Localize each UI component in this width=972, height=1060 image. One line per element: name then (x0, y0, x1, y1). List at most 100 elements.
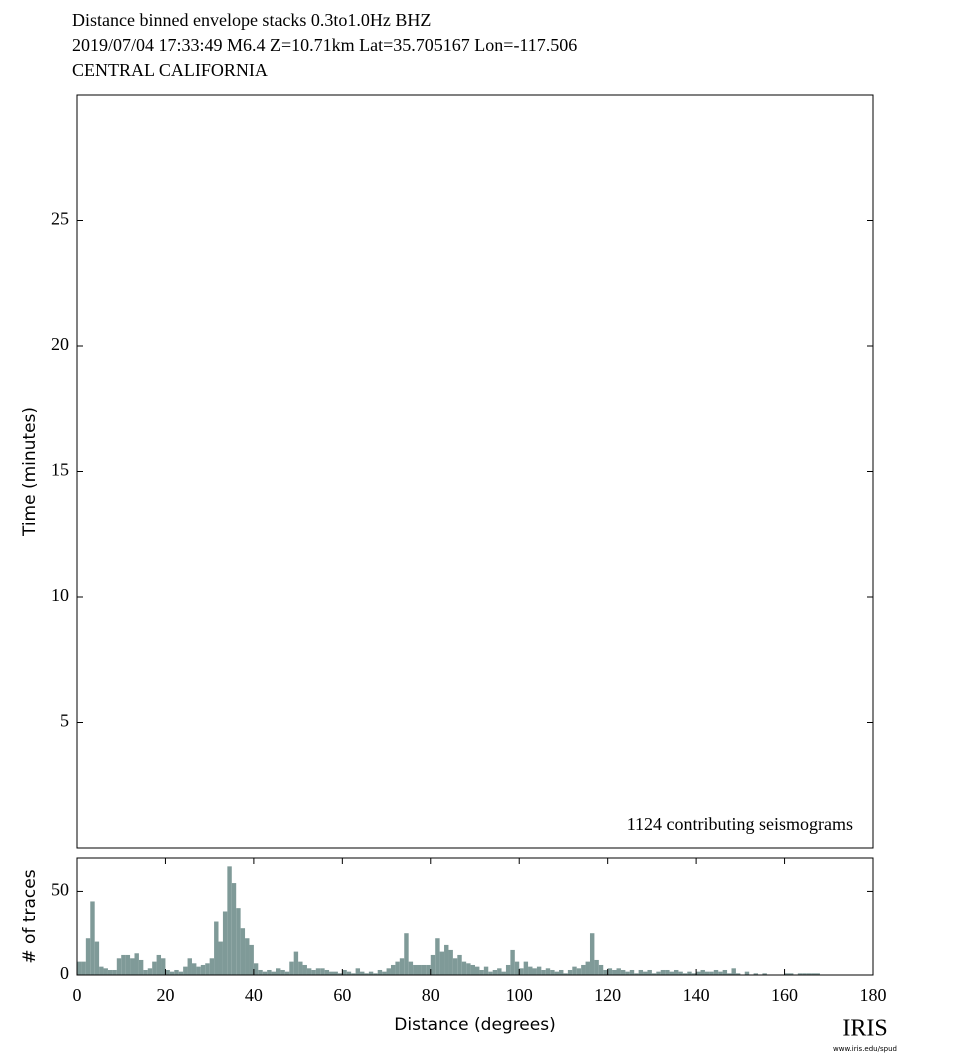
bar (138, 959, 144, 975)
bar (545, 968, 551, 975)
bar (169, 971, 175, 975)
x-tick-label: 0 (73, 985, 82, 1005)
bar (709, 971, 714, 975)
y-tick-label: 10 (51, 585, 69, 605)
bar (280, 969, 285, 975)
bar (329, 971, 334, 975)
bar (289, 961, 294, 975)
bar (435, 938, 440, 975)
bar (364, 973, 369, 975)
y-tick-label: 0 (60, 963, 69, 983)
bar (417, 964, 422, 975)
bar (368, 971, 374, 975)
bar (191, 963, 197, 975)
x-tick-label: 100 (506, 985, 533, 1005)
bar (390, 964, 396, 975)
bar (439, 951, 445, 975)
bar (567, 969, 573, 975)
bar (811, 973, 816, 975)
bar (731, 968, 736, 975)
bar (682, 973, 688, 975)
bar (572, 966, 577, 975)
bar (603, 969, 608, 975)
bar (386, 968, 391, 975)
bar (147, 968, 153, 975)
logo-url: www.iris.edu/spud (833, 1045, 897, 1053)
bar (753, 973, 759, 975)
bar (532, 968, 537, 975)
bar (342, 969, 347, 975)
bar (298, 961, 303, 975)
bar (121, 954, 126, 975)
bar (404, 933, 409, 975)
bar (744, 971, 750, 975)
bar (492, 969, 498, 975)
bar (200, 964, 206, 975)
bar (262, 971, 268, 975)
x-tick-label: 120 (594, 985, 621, 1005)
x-tick-label: 180 (860, 985, 887, 1005)
bar (421, 964, 427, 975)
bar (413, 964, 418, 975)
bar (399, 958, 405, 975)
bar (802, 973, 807, 975)
bar (461, 961, 467, 975)
bar (625, 971, 630, 975)
bar (815, 973, 820, 975)
bar (373, 973, 378, 975)
bar (271, 971, 276, 975)
bar (806, 973, 812, 975)
bar (444, 944, 449, 975)
bar (598, 964, 604, 975)
bar (293, 951, 299, 975)
bar (656, 971, 661, 975)
y-axis-label: # of traces (20, 869, 40, 963)
chart-title: Distance binned envelope stacks 0.3to1.0… (72, 10, 431, 30)
bar (284, 971, 290, 975)
bar (231, 883, 237, 975)
bar (669, 971, 674, 975)
y-tick-label: 20 (51, 334, 69, 354)
bar (505, 964, 511, 975)
bar (466, 963, 471, 975)
bar (479, 969, 484, 975)
bar (585, 961, 590, 975)
bar (643, 971, 648, 975)
bar (727, 973, 732, 975)
bar (130, 958, 135, 975)
bar (187, 958, 192, 975)
logo-text: IRIS (842, 1016, 887, 1042)
bar (607, 968, 613, 975)
bar (713, 969, 719, 975)
chart-subtitle: CENTRAL CALIFORNIA (72, 60, 268, 80)
bar (214, 921, 219, 975)
bar (99, 966, 104, 975)
bar (483, 966, 489, 975)
bar (470, 964, 475, 975)
bar (267, 969, 272, 975)
bar (762, 973, 767, 975)
bar (351, 973, 356, 975)
bar (554, 971, 560, 975)
bar (638, 969, 644, 975)
bar (665, 969, 670, 975)
x-tick-label: 80 (422, 985, 440, 1005)
bar (218, 941, 223, 975)
plot-frame (76, 857, 874, 976)
bar (134, 953, 139, 975)
bar (161, 958, 166, 975)
bar (514, 961, 520, 975)
bar (541, 969, 546, 975)
chart-subtitle: 2019/07/04 17:33:49 M6.4 Z=10.71km Lat=3… (72, 35, 577, 55)
bar (222, 911, 228, 975)
bar (236, 908, 241, 975)
bar (704, 971, 710, 975)
bar (240, 928, 246, 975)
bar (276, 968, 281, 975)
annotation: 1124 contributing seismograms (627, 814, 853, 834)
bar (183, 966, 188, 975)
bar (165, 969, 170, 975)
bar (634, 973, 639, 975)
plot-frame (76, 94, 874, 849)
bar (382, 971, 387, 975)
